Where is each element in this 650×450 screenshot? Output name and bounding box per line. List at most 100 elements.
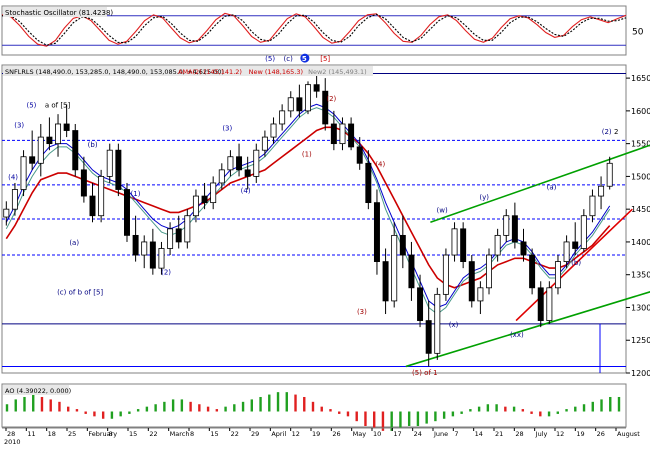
- oscillator-bar-47: [416, 411, 420, 427]
- oscillator-bar-40: [355, 411, 358, 422]
- wave-label-2: (3): [14, 121, 24, 129]
- wave-label-17: (4): [375, 161, 385, 169]
- candle-body: [253, 149, 260, 177]
- candle-body: [305, 84, 311, 112]
- wave-label-4: (4): [8, 174, 18, 182]
- candle-10: [89, 182, 96, 223]
- candle-body: [391, 234, 398, 302]
- candle-2: [20, 150, 27, 197]
- candle-body: [589, 195, 596, 217]
- candle-body: [20, 156, 27, 190]
- oscillator-bar-66: [582, 404, 586, 412]
- candle-8: [72, 123, 79, 177]
- candle-45: [391, 222, 398, 308]
- oscillator-bar-4: [40, 396, 44, 412]
- x-tick-label-29: 26: [597, 430, 605, 438]
- trendline-1: [405, 291, 650, 368]
- oscillator-bar-10: [93, 411, 96, 417]
- candle-40: [348, 117, 355, 151]
- candle-body: [80, 169, 87, 197]
- candle-body: [598, 185, 605, 197]
- x-tick-label-25: 28: [515, 430, 523, 438]
- x-tick-label-11: 22: [231, 430, 239, 438]
- price-title: SNFLRLS (148,490.0, 153,285.0, 148,490.0…: [5, 68, 224, 76]
- candle-44: [382, 248, 389, 315]
- wave-label-7: (2): [161, 269, 171, 277]
- candle-body: [167, 228, 174, 249]
- oscillator-bar-28: [250, 399, 253, 412]
- candle-64: [554, 255, 561, 295]
- candle-32: [279, 104, 286, 131]
- candle-body: [270, 123, 277, 138]
- candle-28: [244, 156, 251, 190]
- candle-16: [141, 235, 148, 269]
- candle-body: [477, 287, 484, 302]
- candle-4: [37, 123, 44, 177]
- oscillator-bar-9: [84, 411, 87, 414]
- candle-body: [29, 156, 36, 164]
- x-tick-label-3: 25: [68, 430, 76, 438]
- oscillator-bar-1: [14, 399, 17, 412]
- candle-body: [417, 287, 424, 321]
- stochastic-y-tick-label-0: 50: [632, 28, 644, 38]
- candle-body: [279, 110, 286, 125]
- wave-label-19: (5) of 1: [412, 369, 438, 377]
- oscillator-bar-48: [425, 411, 428, 424]
- stochastic-series-line-1: [2, 13, 627, 46]
- x-tick-label-2: 18: [48, 430, 56, 438]
- x-tick-label-1: 11: [27, 430, 35, 438]
- oscillator-bar-5: [49, 399, 52, 412]
- oscillator-bar-11: [101, 411, 105, 419]
- candle-body: [3, 208, 10, 218]
- candle-body: [382, 261, 389, 302]
- candle-body: [322, 90, 329, 125]
- candle-22: [192, 189, 199, 223]
- x-tick-label-23: 14: [475, 430, 483, 438]
- price-y-tick-label-8: 16000: [631, 107, 650, 116]
- oscillator-bar-13: [119, 411, 122, 417]
- oscillator-bar-49: [434, 411, 437, 422]
- candle-26: [227, 150, 234, 177]
- candle-18: [158, 241, 165, 275]
- oscillator-bar-50: [442, 411, 446, 419]
- candle-body: [399, 234, 406, 256]
- oscillator-bar-44: [390, 411, 393, 431]
- candle-body: [408, 254, 415, 289]
- oscillator-bar-30: [268, 394, 271, 412]
- price-y-tick-label-6: 15000: [631, 172, 650, 181]
- price-y-tick-label-2: 13000: [631, 303, 650, 312]
- oscillator-bar-59: [521, 409, 525, 412]
- stochastic-title: Stochastic Oscillator (81.4238): [5, 9, 113, 17]
- candle-5: [46, 117, 53, 151]
- price-y-tick-label-4: 14000: [631, 238, 650, 247]
- x-tick-label-12: 29: [251, 430, 259, 438]
- candle-65: [563, 235, 570, 269]
- oscillator-bar-39: [346, 411, 350, 417]
- oscillator-bar-41: [364, 411, 367, 427]
- candle-body: [89, 195, 96, 217]
- x-tick-label-24: 21: [495, 430, 503, 438]
- wave-label-22: (y): [479, 193, 489, 201]
- oscillator-bar-61: [539, 411, 542, 417]
- oscillator-bar-45: [399, 411, 402, 429]
- candle-48: [417, 274, 424, 328]
- x-tick-label-28: 19: [576, 430, 584, 438]
- price-title-background: [3, 66, 373, 76]
- candle-body: [218, 169, 225, 184]
- candle-27: [236, 143, 243, 177]
- candle-body: [184, 215, 191, 243]
- y-axis-background: [626, 0, 650, 446]
- candle-57: [494, 228, 501, 262]
- price-y-tick-label-7: 15500: [631, 140, 650, 149]
- oscillator-bar-70: [617, 396, 621, 412]
- oscillator-bar-15: [136, 409, 140, 412]
- oscillator-bar-63: [556, 411, 559, 414]
- x-axis-year-label: 2010: [4, 438, 21, 446]
- wave-label-12: (c): [284, 55, 294, 63]
- candle-53: [460, 222, 467, 269]
- x-tick-label-10: 15: [210, 430, 218, 438]
- candle-3: [29, 130, 36, 170]
- candle-50: [434, 287, 441, 360]
- candle-21: [184, 209, 191, 249]
- candle-body: [124, 189, 130, 236]
